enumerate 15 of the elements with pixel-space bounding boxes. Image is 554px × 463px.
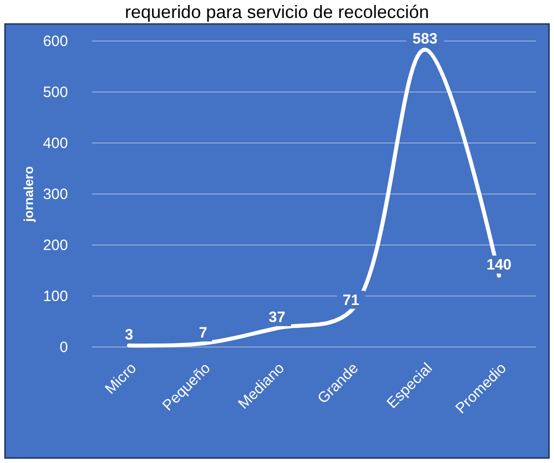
data-label: 37 (268, 309, 286, 326)
y-axis-title: jornalero (21, 166, 36, 223)
chart-title: requerido para servicio de recolección (124, 2, 430, 22)
y-tick-label: 300 (42, 186, 68, 203)
y-tick-label: 0 (60, 339, 68, 356)
data-label: 71 (342, 292, 360, 309)
data-label: 7 (198, 324, 208, 342)
y-tick-label: 600 (42, 33, 68, 50)
data-label: 140 (486, 256, 512, 274)
data-label: 3 (124, 326, 134, 344)
y-tick-label: 100 (42, 288, 68, 305)
y-tick-label: 400 (42, 135, 68, 152)
y-tick-label: 500 (42, 84, 68, 101)
data-label: 583 (412, 30, 438, 48)
y-tick-label: 200 (42, 237, 68, 254)
